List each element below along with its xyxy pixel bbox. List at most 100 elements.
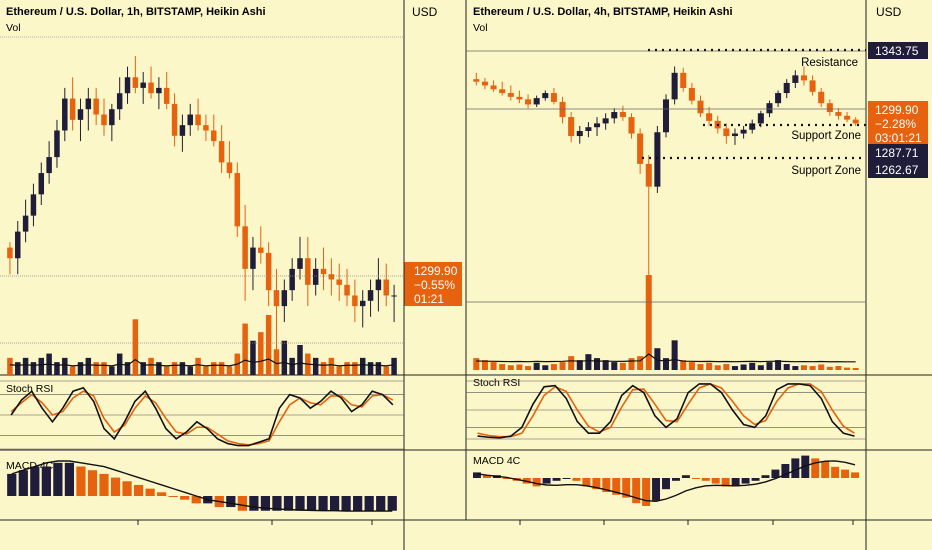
left-candle <box>211 130 217 142</box>
right-macd-histogram-bar <box>681 475 690 478</box>
right-candle <box>818 91 825 104</box>
right-volume-bar <box>757 365 764 370</box>
right-candle <box>671 72 678 100</box>
right-macd-histogram-bar <box>741 478 750 484</box>
left-macd-histogram-bar <box>30 466 40 496</box>
left-volume-bar <box>132 319 139 375</box>
left-volume-bar <box>344 362 350 375</box>
right-volume-bar <box>594 358 601 370</box>
left-candle <box>218 141 225 163</box>
left-volume-bar <box>195 357 201 375</box>
left-candle <box>54 130 60 158</box>
right-volume-bar <box>792 366 799 370</box>
right-macd-histogram-bar <box>831 466 840 478</box>
right-macd-histogram-bar <box>612 478 621 495</box>
right-macd-histogram-bar <box>602 478 611 492</box>
right-macd-histogram-bar <box>721 478 730 487</box>
right-volume-bar <box>619 362 626 370</box>
left-candle <box>250 247 256 269</box>
left-candle <box>336 279 342 285</box>
right-macd-histogram-bar <box>472 472 481 478</box>
left-candle <box>30 194 37 216</box>
left-macd-histogram-bar <box>353 496 363 511</box>
left-candle <box>320 268 327 275</box>
left-candle <box>22 215 29 232</box>
left-macd-histogram-bar <box>387 496 397 511</box>
left-macd-histogram-bar <box>283 496 294 511</box>
right-volume-bar <box>490 362 497 370</box>
left-macd-signal-line <box>11 460 393 512</box>
left-macd-histogram-bar <box>364 496 374 511</box>
left-macd-histogram-bar <box>249 496 259 511</box>
left-volume-bar <box>320 362 327 375</box>
left-volume-bar <box>109 366 115 375</box>
left-chart-title: Ethereum / U.S. Dollar, 1h, BITSTAMP, He… <box>6 6 266 18</box>
right-volume-bar <box>637 356 644 370</box>
right-candle <box>688 87 695 101</box>
right-volume-bar <box>680 360 687 370</box>
left-macd-histogram-bar <box>376 496 386 511</box>
right-candle <box>844 115 851 120</box>
right-candle <box>645 163 652 187</box>
left-candle <box>15 231 21 259</box>
right-volume-bar <box>723 364 730 370</box>
left-volume-bar <box>140 362 146 375</box>
left-volume-bar <box>336 366 342 375</box>
left-volume-bar <box>77 362 84 375</box>
left-candle <box>124 77 131 94</box>
left-candle <box>305 258 311 285</box>
left-volume-bar <box>258 332 264 375</box>
right-volume-bar <box>628 358 635 370</box>
right-macd-histogram-bar <box>841 469 850 478</box>
left-candle <box>77 109 84 120</box>
right-candle <box>757 113 764 124</box>
right-volume-bar <box>473 358 480 370</box>
left-volume-bar <box>163 366 170 375</box>
right-volume-bar <box>662 358 670 370</box>
right-support-flag-1-value: 1287.71 <box>875 146 919 160</box>
right-candle <box>602 118 609 124</box>
right-volume-bar <box>706 362 713 370</box>
right-candle <box>490 85 497 90</box>
right-macd-histogram-bar <box>711 478 720 484</box>
right-macd-histogram-bar <box>761 475 770 478</box>
left-candle <box>242 226 248 269</box>
left-volume-bar <box>85 357 92 375</box>
left-volume-bar <box>289 357 295 375</box>
left-volume-bar <box>383 366 389 375</box>
right-support-flag-1 <box>868 144 928 161</box>
left-last-price-countdown: 01:21 <box>414 292 444 306</box>
right-last-price-change: −2.28% <box>875 117 916 131</box>
left-macd-histogram-bar <box>122 481 132 496</box>
left-candle <box>179 125 186 136</box>
right-macd-histogram-bar <box>691 478 700 479</box>
right-volume-bar <box>783 364 790 370</box>
right-volume-bar <box>688 362 695 370</box>
left-candle <box>344 284 350 296</box>
right-candle <box>507 93 514 97</box>
right-volume-bar <box>844 367 851 370</box>
left-macd-histogram-bar <box>295 496 305 511</box>
support-zone-label-1: Support Zone <box>791 130 861 142</box>
right-last-price-flag <box>868 101 928 145</box>
right-macd-histogram-bar <box>482 475 491 478</box>
left-volume-bar <box>328 357 335 375</box>
right-candle <box>550 93 557 102</box>
left-candle <box>7 247 13 259</box>
left-macd-histogram-bar <box>76 466 86 496</box>
left-candle <box>93 98 99 115</box>
right-candle <box>611 112 618 119</box>
right-macd-histogram-bar <box>552 478 561 481</box>
left-macd-histogram-bar <box>272 496 282 511</box>
left-volume-bar <box>312 357 319 375</box>
left-macd-histogram-bar <box>318 496 328 511</box>
right-macd-histogram-bar <box>632 478 641 504</box>
left-macd-histogram-bar <box>7 473 17 496</box>
right-macd-histogram-bar <box>642 478 651 506</box>
left-volume-bar <box>281 340 288 375</box>
left-volume-bar <box>359 357 366 375</box>
right-candle <box>783 82 790 94</box>
left-volume-bar <box>187 366 193 375</box>
right-macd-histogram-bar <box>851 472 860 478</box>
